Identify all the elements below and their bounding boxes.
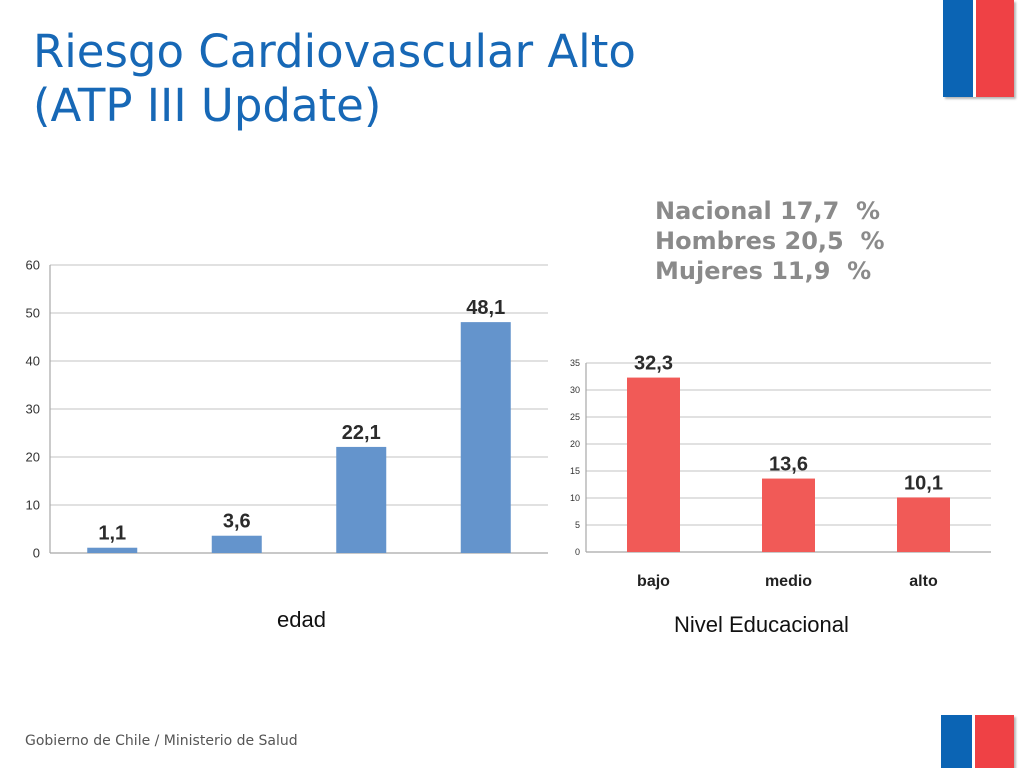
nivel-ytick-label: 25 xyxy=(570,412,580,422)
nivel-ytick-label: 0 xyxy=(575,547,580,557)
nivel-ytick-label: 30 xyxy=(570,385,580,395)
nivel-bar xyxy=(762,478,815,552)
edad-ytick-label: 40 xyxy=(26,354,40,369)
stat-mujeres: Mujeres 11,9 % xyxy=(655,257,872,285)
nivel-category-label: bajo xyxy=(637,573,670,590)
nivel-data-label: 10,1 xyxy=(904,472,943,494)
edad-data-label: 1,1 xyxy=(98,523,126,545)
title-line-2: (ATP III Update) xyxy=(33,79,382,132)
edad-bar xyxy=(336,446,387,553)
edad-ytick-label: 30 xyxy=(26,402,40,417)
chart-nivel-educacional: 0 5 10 15 20 25 30 35 32,3 bajo 13,6 medio 10,1 alto xyxy=(570,353,991,590)
edad-ytick-label: 50 xyxy=(26,306,40,321)
edad-data-label: 3,6 xyxy=(223,511,251,533)
footer-text: Gobierno de Chile / Ministerio de Salud xyxy=(25,733,298,749)
nivel-ytick-label: 15 xyxy=(570,466,580,476)
nivel-ytick-label: 10 xyxy=(570,493,580,503)
edad-ytick-label: 60 xyxy=(26,258,40,273)
nivel-bar xyxy=(897,497,950,552)
edad-bar xyxy=(87,547,138,553)
nivel-category-label: alto xyxy=(909,573,938,590)
nivel-ytick-label: 35 xyxy=(570,358,580,368)
chart-edad: 0 10 20 30 40 50 60 1,1 3,6 22,1 48,1 xyxy=(26,258,548,561)
page-title: Riesgo Cardiovascular Alto (ATP III Upda… xyxy=(33,25,636,133)
edad-bar xyxy=(211,535,262,553)
stat-nacional: Nacional 17,7 % xyxy=(655,197,881,225)
nivel-data-label: 32,3 xyxy=(634,353,673,375)
edad-bar xyxy=(460,322,511,553)
national-stats: Nacional 17,7 % Hombres 20,5 % Mujeres 1… xyxy=(655,196,885,286)
flag-logo-top xyxy=(943,0,1014,97)
edad-ytick-label: 0 xyxy=(33,546,40,561)
title-line-1: Riesgo Cardiovascular Alto xyxy=(33,25,636,78)
caption-edad: edad xyxy=(277,607,326,632)
nivel-ytick-label: 20 xyxy=(570,439,580,449)
caption-nivel-educacional: Nivel Educacional xyxy=(674,612,849,637)
nivel-data-label: 13,6 xyxy=(769,454,808,476)
edad-data-label: 22,1 xyxy=(342,422,381,444)
nivel-bar xyxy=(627,377,680,552)
nivel-ytick-label: 5 xyxy=(575,520,580,530)
edad-data-label: 48,1 xyxy=(466,297,505,319)
flag-logo-bottom xyxy=(941,715,1014,768)
nivel-category-label: medio xyxy=(765,573,812,590)
edad-ytick-label: 20 xyxy=(26,450,40,465)
stat-hombres: Hombres 20,5 % xyxy=(655,227,885,255)
edad-ytick-label: 10 xyxy=(26,498,40,513)
